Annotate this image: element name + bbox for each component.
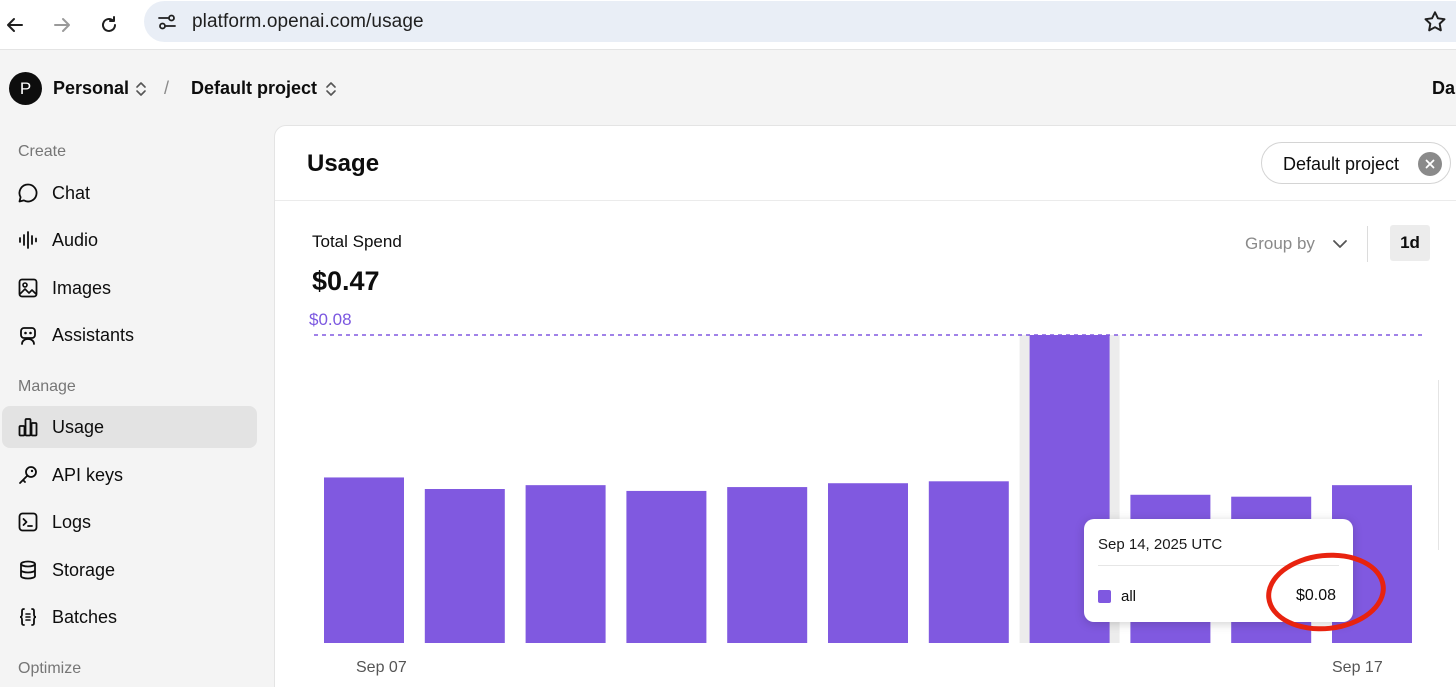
chart-bar-sep-13[interactable] [928,481,1009,643]
database-icon [20,560,36,580]
bookmark-star-icon[interactable] [1422,9,1448,35]
sidebar-item-api-keys[interactable]: API keys [2,454,257,496]
chart-bar-sep-08[interactable] [424,489,505,643]
project-filter-chip[interactable]: Default project [1261,142,1451,184]
sidebar-item-usage[interactable]: Usage [2,406,257,448]
sidebar-item-label: Logs [52,512,92,532]
forward-arrow-icon[interactable] [47,10,77,40]
robot-icon [20,327,36,345]
browser-toolbar: platform.openai.com/usage [0,0,1456,50]
project-switcher[interactable]: Default project [191,78,318,98]
sidebar-heading-optimize: Optimize [18,660,82,677]
sidebar-item-chat[interactable]: Chat [2,172,257,214]
sidebar-item-assistants[interactable]: Assistants [2,314,257,356]
reload-icon[interactable] [94,10,124,40]
sidebar-item-label: API keys [52,465,124,485]
url-text[interactable]: platform.openai.com/usage [192,11,424,32]
sidebar-item-label: Usage [52,417,105,437]
period-1d-button[interactable]: 1d [1390,225,1430,261]
chevron-up-down-icon[interactable] [134,80,148,98]
chevron-up-down-icon[interactable] [324,80,338,98]
chart-bar-sep-11[interactable] [727,487,808,643]
avatar[interactable]: P [9,72,42,105]
chat-bubble-icon [18,183,38,203]
page-title: Usage [307,150,380,177]
key-icon [19,466,37,484]
chart-bar-sep-10[interactable] [626,490,707,643]
back-arrow-icon[interactable] [0,10,30,40]
sidebar-item-label: Chat [52,183,91,203]
audio-wave-icon [19,231,37,249]
sidebar-heading-create: Create [18,143,67,160]
address-bar[interactable]: platform.openai.com/usage [144,1,1456,42]
total-spend-value: $0.47 [312,266,380,296]
x-tick-label: Sep 07 [356,659,407,676]
sidebar-item-label: Storage [52,560,116,580]
chart-bar-sep-12[interactable] [828,483,908,643]
sidebar-heading-manage: Manage [18,378,76,395]
braces-icon [19,608,37,626]
close-icon[interactable] [1418,152,1442,176]
bar-chart-icon [18,418,38,437]
x-tick-label: Sep 17 [1332,659,1383,676]
sidebar-item-label: Batches [52,607,118,627]
chart-bar-sep-09[interactable] [525,485,606,643]
image-icon [18,278,38,298]
avatar-letter: P [19,78,32,98]
total-spend-label: Total Spend [312,232,402,251]
sidebar-item-audio[interactable]: Audio [2,219,257,261]
sidebar-item-label: Assistants [52,325,135,345]
chart-tooltip: Sep 14, 2025 UTC all $0.08 [1084,519,1353,622]
tooltip-series-name: all [1121,588,1137,605]
breadcrumb-separator: / [164,78,170,98]
org-switcher[interactable]: Personal [53,78,130,98]
panel-header: Usage Default project [275,126,1456,201]
sidebar-item-logs[interactable]: Logs [2,501,257,543]
chevron-down-icon[interactable] [1332,238,1348,250]
top-right-link[interactable]: Da [1432,78,1456,98]
sidebar-item-batches[interactable]: Batches [2,596,257,638]
sidebar-item-label: Audio [52,230,99,250]
tooltip-date: Sep 14, 2025 UTC [1098,536,1223,553]
sidebar-item-label: Images [52,278,112,298]
sidebar-item-images[interactable]: Images [2,267,257,309]
toolbar-divider [1367,226,1368,262]
terminal-icon [18,512,38,532]
sidebar-item-storage[interactable]: Storage [2,549,257,591]
tooltip-value: $0.08 [1296,587,1337,604]
panel-edge [1438,380,1439,550]
group-by-dropdown[interactable]: Group by [1245,234,1315,253]
filter-chip-label: Default project [1283,154,1400,174]
period-label: 1d [1400,233,1420,252]
tooltip-divider [1098,565,1339,566]
site-settings-icon[interactable] [154,9,180,35]
max-value-label: $0.08 [309,310,352,329]
series-swatch [1098,590,1111,603]
chart-bar-sep-07[interactable] [324,477,404,643]
